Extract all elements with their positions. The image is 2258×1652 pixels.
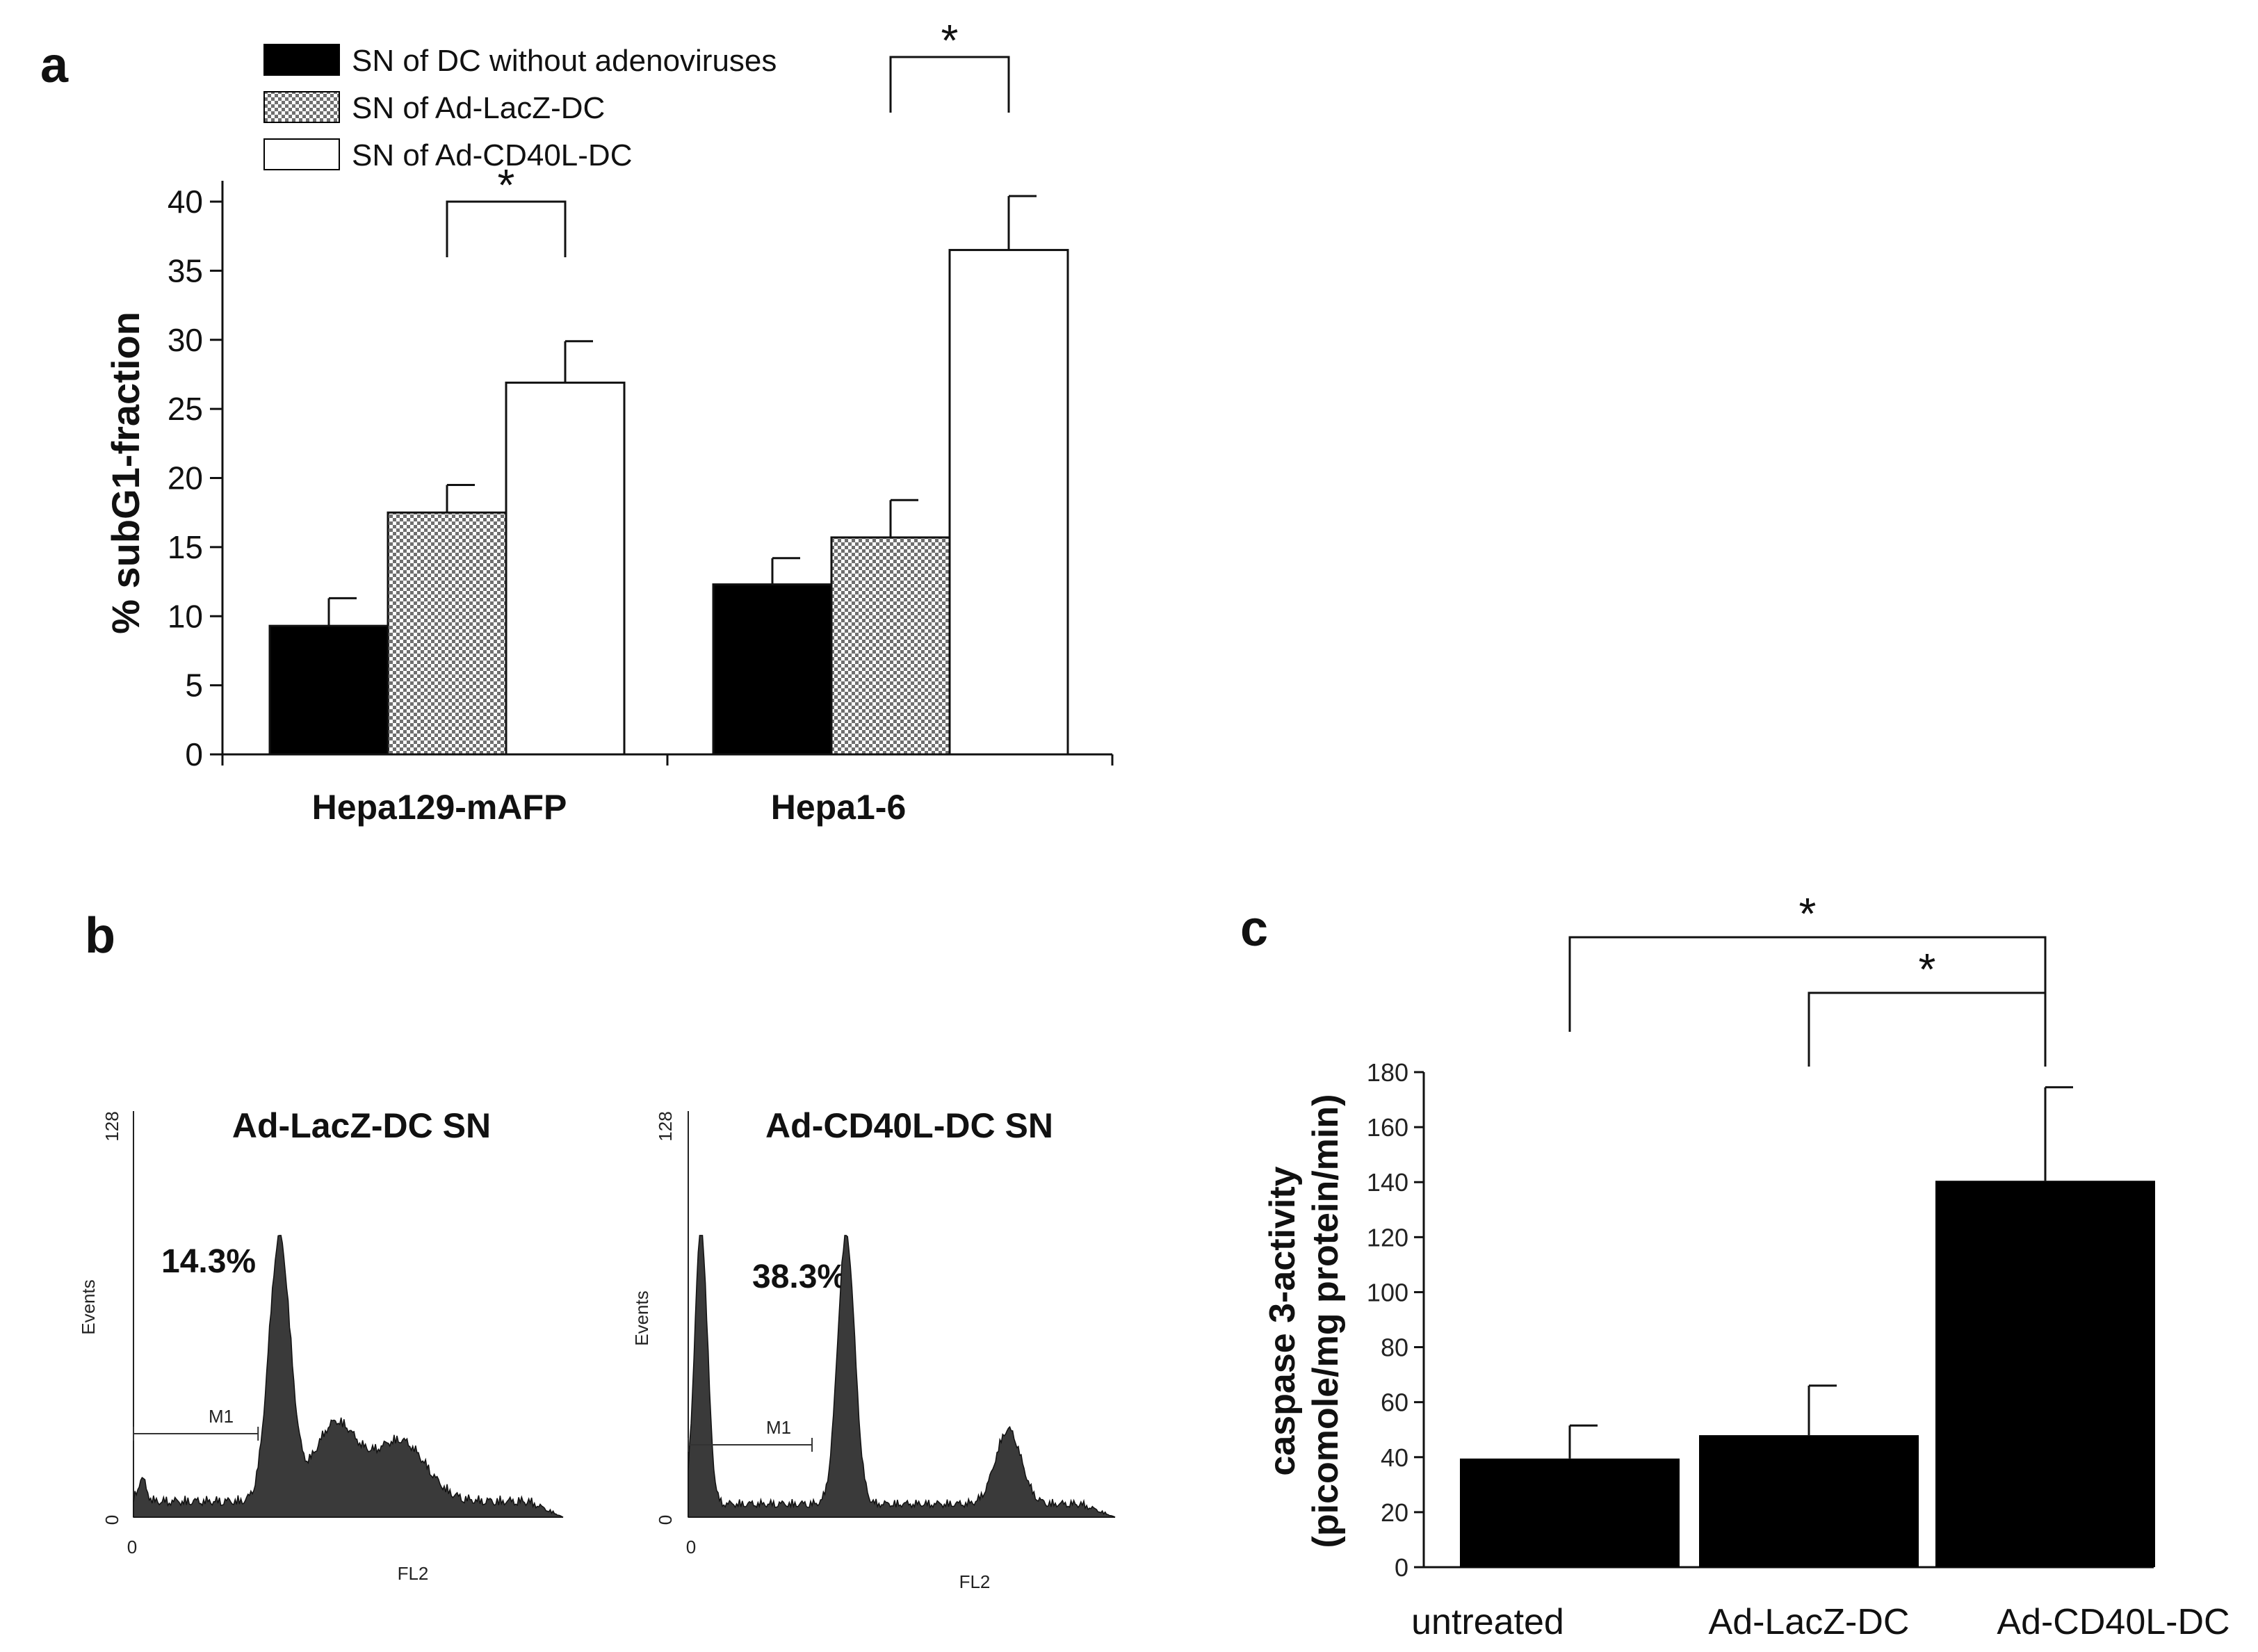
histogram-cd40l: Ad-CD40L-DC SN 38.3% 128 0 Events 0 FL2 … xyxy=(631,1106,1053,1592)
chart-c-ytick-label: 0 xyxy=(1395,1553,1408,1582)
chart-a-bar xyxy=(505,381,626,756)
chart-c: caspase 3-activity (picomole/mg protein/… xyxy=(1262,889,2230,1642)
panel-letter-c: c xyxy=(1240,901,1268,957)
histogram-title: Ad-LacZ-DC SN xyxy=(232,1106,491,1145)
histogram-xtick-min: 0 xyxy=(686,1537,696,1557)
chart-c-ylabel-line1: caspase 3-activity xyxy=(1262,1166,1303,1475)
histogram-ytick-min: 0 xyxy=(101,1515,122,1525)
legend-swatch-open xyxy=(263,138,340,170)
chart-c-bar xyxy=(1460,1458,1680,1567)
histogram-ylabel: Events xyxy=(631,1290,652,1346)
histogram-marker-label: M1 xyxy=(766,1417,791,1438)
chart-a-category-label: Hepa129-mAFP xyxy=(312,788,567,827)
chart-a-ytick-label: 10 xyxy=(168,598,203,634)
chart-a-significance-star: * xyxy=(941,15,959,65)
chart-c-ylabel-line2: (picomole/mg protein/min) xyxy=(1306,1094,1346,1548)
histogram-ytick-max: 128 xyxy=(655,1111,676,1141)
histogram-ytick-max: 128 xyxy=(101,1111,122,1141)
chart-a-ytick-label: 35 xyxy=(168,252,203,289)
histogram-percent: 14.3% xyxy=(161,1243,256,1280)
chart-a-bar xyxy=(387,511,507,756)
chart-a-bar xyxy=(948,249,1069,756)
histogram-trace xyxy=(133,1235,564,1518)
legend-label: SN of DC without adenoviruses xyxy=(352,44,777,78)
chart-c-ytick-label: 80 xyxy=(1381,1334,1408,1362)
chart-a-significance-star: * xyxy=(498,160,515,210)
legend-label: SN of Ad-LacZ-DC xyxy=(352,91,605,125)
legend-swatch-solid xyxy=(263,44,340,76)
histogram-percent: 38.3% xyxy=(752,1258,847,1295)
panel-letter-b: b xyxy=(85,908,115,964)
chart-c-ytick-label: 40 xyxy=(1381,1443,1408,1472)
chart-c-significance-star: * xyxy=(1799,889,1817,939)
chart-c-category-label: Ad-CD40L-DC xyxy=(1997,1602,2229,1642)
histogram-lacz: Ad-LacZ-DC SN 14.3% 128 0 Events 0 FL2 M… xyxy=(78,1106,491,1584)
chart-a-ytick-label: 5 xyxy=(185,667,203,704)
chart-a-bar xyxy=(712,583,833,756)
histogram-title: Ad-CD40L-DC SN xyxy=(765,1106,1053,1145)
chart-a: % subG1-fraction Hepa129-mAFP Hepa1-6 SN… xyxy=(104,15,1114,827)
chart-a-ytick-label: 30 xyxy=(168,322,203,358)
chart-c-ytick-label: 140 xyxy=(1367,1168,1408,1197)
chart-c-significance-star: * xyxy=(1919,944,1936,994)
chart-a-bar xyxy=(830,536,951,756)
chart-a-significance-bracket xyxy=(446,200,567,257)
chart-a-category-label: Hepa1-6 xyxy=(771,788,907,827)
histogram-xlabel: FL2 xyxy=(398,1563,429,1584)
chart-c-ytick-label: 180 xyxy=(1367,1058,1408,1087)
chart-c-significance-bracket xyxy=(1568,936,2047,1032)
chart-c-category-label: untreated xyxy=(1411,1602,1564,1642)
chart-a-ytick-label: 25 xyxy=(168,391,203,427)
chart-c-ytick-label: 160 xyxy=(1367,1113,1408,1142)
chart-a-significance-bracket xyxy=(889,56,1010,113)
chart-c-category-label: Ad-LacZ-DC xyxy=(1709,1602,1910,1642)
legend-swatch-checker xyxy=(263,91,340,123)
histogram-ylabel: Events xyxy=(78,1279,99,1335)
chart-a-bar xyxy=(268,624,389,756)
chart-c-ytick-label: 100 xyxy=(1367,1278,1408,1306)
chart-c-ytick-label: 20 xyxy=(1381,1498,1408,1527)
chart-a-ytick-label: 15 xyxy=(168,529,203,565)
chart-b: Ad-LacZ-DC SN 14.3% 128 0 Events 0 FL2 M… xyxy=(78,1106,1116,1592)
chart-a-ylabel: % subG1-fraction xyxy=(104,311,147,634)
panel-letter-a: a xyxy=(40,38,69,93)
chart-a-ytick-label: 0 xyxy=(185,736,203,772)
chart-a-legend: SN of DC without adenoviruses SN of Ad-L… xyxy=(263,44,777,172)
chart-c-ytick-label: 120 xyxy=(1367,1223,1408,1252)
histogram-xtick-min: 0 xyxy=(127,1537,137,1557)
histogram-ytick-min: 0 xyxy=(655,1515,676,1525)
chart-a-ytick-label: 20 xyxy=(168,460,203,496)
histogram-trace xyxy=(688,1235,1116,1518)
chart-c-bar xyxy=(1935,1181,2155,1567)
chart-c-bar xyxy=(1699,1435,1919,1567)
legend-label: SN of Ad-CD40L-DC xyxy=(352,138,632,172)
chart-c-ytick-label: 60 xyxy=(1381,1388,1408,1417)
histogram-xlabel: FL2 xyxy=(959,1571,991,1592)
histogram-marker-label: M1 xyxy=(209,1406,234,1427)
chart-c-significance-bracket xyxy=(1808,991,2047,1067)
chart-a-ytick-label: 40 xyxy=(168,184,203,220)
